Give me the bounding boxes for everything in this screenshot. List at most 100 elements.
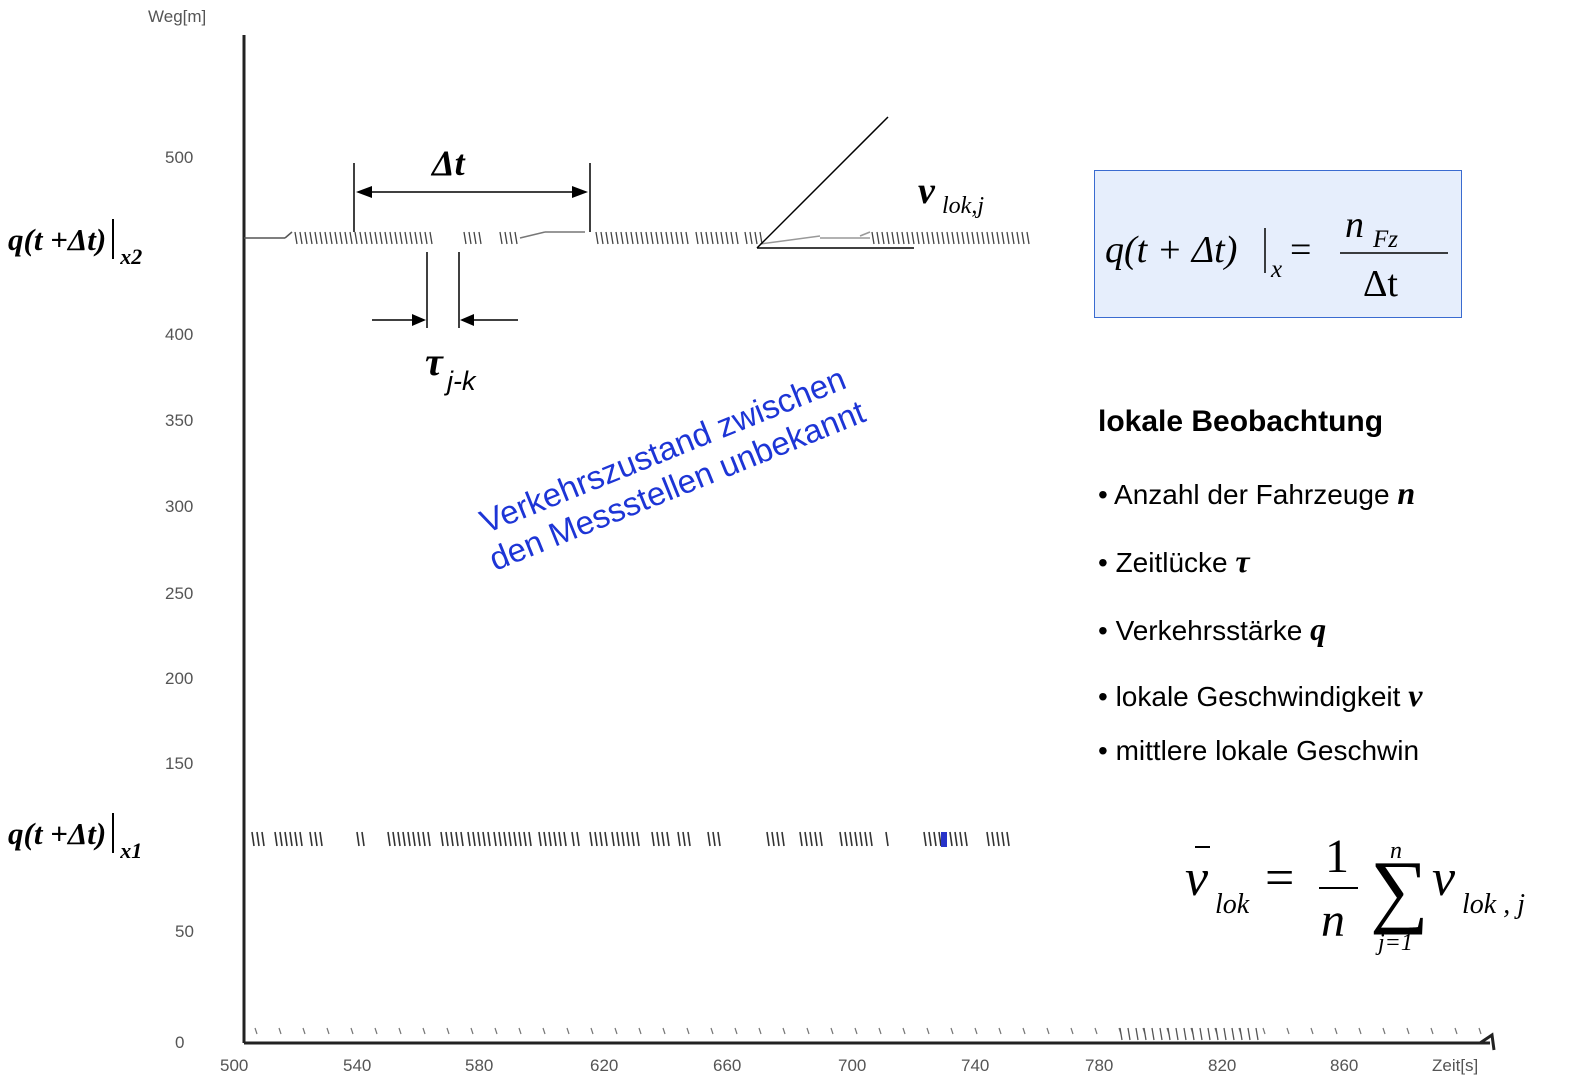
tau-label: τ (425, 339, 444, 384)
vehicle-mark (949, 831, 953, 847)
axis-mark (254, 1027, 258, 1035)
x-tick-labels: 500 540 580 620 660 700 740 780 820 860 (220, 1056, 1358, 1075)
vehicle-mark (645, 231, 649, 245)
mean-eq: = (1265, 850, 1294, 907)
vehicle-mark (730, 231, 734, 245)
vehicle-mark (261, 831, 265, 847)
axis-mark (830, 1027, 834, 1035)
vehicle-mark (599, 831, 603, 847)
y-tick-label: 50 (175, 922, 194, 941)
vehicle-mark (928, 831, 932, 847)
vehicle-mark (404, 231, 408, 245)
legend-item-text: • lokale Geschwindigkeit (1098, 681, 1409, 712)
vehicle-mark (319, 231, 323, 245)
vehicle-mark (356, 831, 360, 847)
vehicle-mark (766, 831, 770, 847)
vehicle-mark (472, 831, 476, 847)
formula-numerator-sub: Fz (1372, 226, 1398, 253)
vehicle-mark (487, 831, 491, 847)
vehicle-mark (558, 831, 562, 847)
axis-mark (1310, 1027, 1314, 1035)
vehicle-mark (615, 231, 619, 245)
vehicle-mark (876, 231, 880, 245)
formula-numerator: n (1345, 204, 1364, 246)
vehicle-mark (933, 831, 937, 847)
axis-mark (1454, 1027, 1458, 1035)
axis-mark (398, 1027, 402, 1035)
axis-mark (1382, 1027, 1386, 1035)
vehicle-mark (844, 831, 848, 847)
evaluation-bar (112, 218, 115, 259)
vehicle-mark (651, 831, 655, 847)
vehicle-mark (299, 231, 303, 245)
vehicle-mark (986, 231, 990, 245)
evaluation-bar (112, 812, 115, 853)
vehicle-mark (412, 831, 416, 847)
y-tick-label: 0 (175, 1033, 184, 1052)
vehicle-mark (349, 231, 353, 245)
vehicle-mark (1011, 231, 1015, 245)
vehicle-mark (682, 831, 686, 847)
vehicle-mark (630, 231, 634, 245)
vehicle-mark (864, 831, 868, 847)
vehicle-mark (705, 231, 709, 245)
vehicle-mark (467, 831, 471, 847)
vehicle-mark (996, 231, 1000, 245)
vehicle-mark (954, 831, 958, 847)
vehicle-mark (961, 231, 965, 245)
vehicle-mark (771, 831, 775, 847)
vehicle-mark (749, 231, 753, 245)
vehicle-mark (314, 831, 318, 847)
velocity-slope-triangle (756, 116, 914, 249)
vehicle-mark (712, 831, 716, 847)
vehicle-mark (329, 231, 333, 245)
vehicle-mark (1006, 831, 1010, 847)
vehicle-mark (725, 231, 729, 245)
vehicle-mark (1001, 231, 1005, 245)
vehicle-mark (339, 231, 343, 245)
legend-item-text: • Verkehrsstärke (1098, 615, 1311, 646)
axis-mark (1358, 1027, 1362, 1035)
vehicle-mark (309, 831, 313, 847)
vehicle-mark (885, 831, 889, 847)
vehicle-mark (417, 831, 421, 847)
tau-dimension (372, 252, 518, 328)
axis-mark (662, 1027, 666, 1035)
vehicle-mark (710, 231, 714, 245)
vehicle-mark (781, 831, 785, 847)
axis-mark (734, 1027, 738, 1035)
vehicle-mark (660, 231, 664, 245)
vehicle-mark (256, 831, 260, 847)
tau-subscript: j-k (443, 366, 477, 396)
vehicle-mark (991, 231, 995, 245)
vehicle-mark (548, 831, 552, 847)
mean-sum: ∑ (1370, 844, 1428, 935)
vehicle-mark (553, 831, 557, 847)
vehicle-mark (440, 831, 444, 847)
axis-mark (950, 1027, 954, 1035)
vehicle-mark (508, 831, 512, 847)
vehicle-mark (680, 231, 684, 245)
vehicle-mark (610, 231, 614, 245)
vehicle-mark (1006, 231, 1010, 245)
vehicle-mark (936, 231, 940, 245)
axis-mark (422, 1027, 426, 1035)
legend-item-text: • Anzahl der Fahrzeuge (1098, 479, 1398, 510)
vehicle-mark (685, 231, 689, 245)
axis-mark (974, 1027, 978, 1035)
vehicle-mark (814, 831, 818, 847)
vehicle-mark (427, 831, 431, 847)
y-tick-label: 200 (165, 669, 193, 688)
axis-mark (902, 1027, 906, 1035)
y-tick-label: 300 (165, 497, 193, 516)
vehicle-mark (384, 231, 388, 245)
v-subscript: lok,j (942, 193, 984, 219)
vehicle-mark (419, 231, 423, 245)
vehicle-mark (809, 831, 813, 847)
axis-mark (1167, 1027, 1171, 1041)
x-tick-label: 860 (1330, 1056, 1358, 1075)
legend-item-text: • Zeitlücke (1098, 547, 1236, 578)
vehicle-mark (344, 231, 348, 245)
vehicle-mark (460, 831, 464, 847)
vehicle-mark (389, 231, 393, 245)
